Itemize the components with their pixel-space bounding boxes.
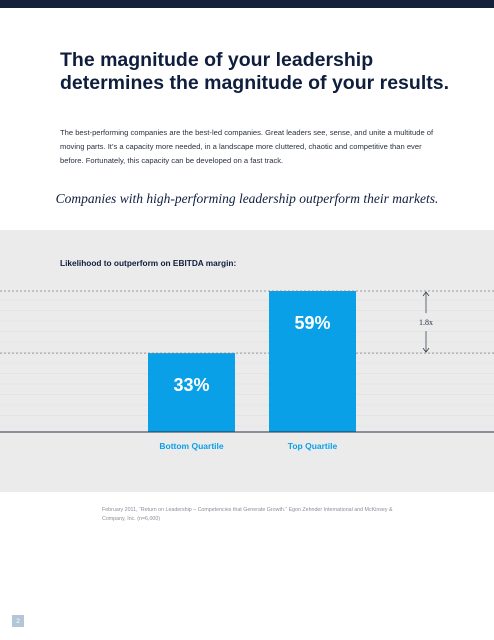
top-bar <box>0 0 494 8</box>
bar <box>148 353 235 432</box>
page-headline: The magnitude of your leadership determi… <box>60 49 449 94</box>
arrow-up-head <box>422 291 430 297</box>
ratio-annotation: 1.8x <box>419 318 433 327</box>
category-label: Top Quartile <box>288 441 338 451</box>
page-number: 2 <box>12 615 24 627</box>
chart-panel: 33% Bottom Quartile 59% Top Quartile 1.8x <box>0 230 494 492</box>
tagline: Companies with high-performing leadershi… <box>55 191 439 206</box>
arrow-down-head <box>422 347 430 353</box>
chart-title: Likelihood to outperform on EBITDA margi… <box>60 258 237 268</box>
data-label: 59% <box>294 313 330 333</box>
intro-paragraph: The best-performing companies are the be… <box>60 128 434 165</box>
category-label: Bottom Quartile <box>159 441 223 451</box>
footnote: February 2011, “Return on Leadership – C… <box>102 507 393 522</box>
bar <box>269 291 356 432</box>
chart: 33% Bottom Quartile 59% Top Quartile 1.8x <box>0 290 494 451</box>
data-label: 33% <box>173 375 209 395</box>
